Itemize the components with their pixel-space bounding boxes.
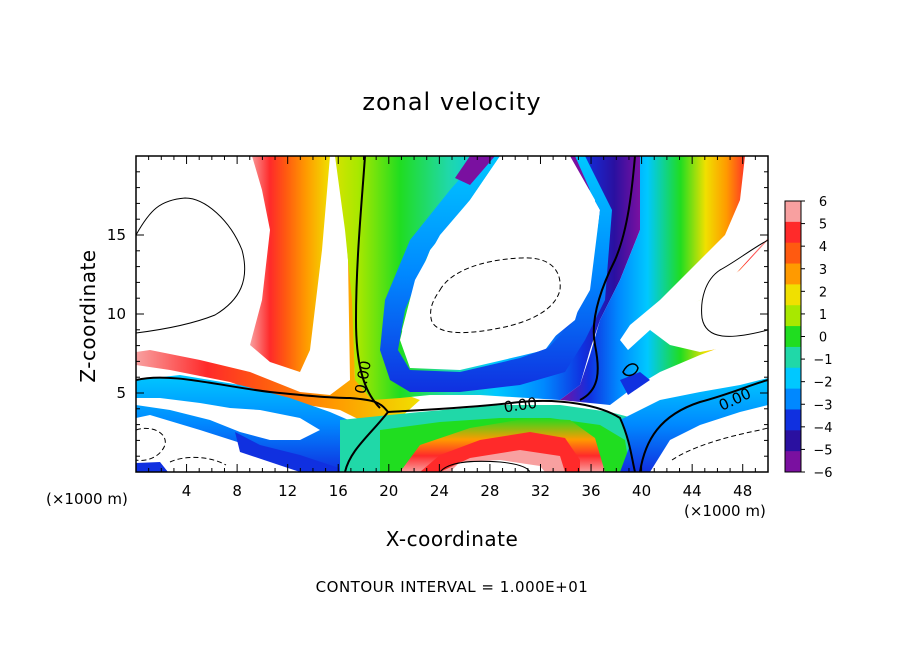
colorbar-swatch [785, 201, 801, 223]
contour-label: 0.00 [351, 359, 375, 395]
y-tick-label: 15 [107, 226, 126, 244]
y-tick-label: 5 [116, 384, 126, 402]
colorbar-label: −3 [813, 398, 832, 413]
colorbar-swatch [785, 409, 801, 431]
x-tick-label: 28 [480, 482, 499, 500]
colorbar-swatch [785, 242, 801, 265]
colorbar-swatch [785, 263, 801, 285]
colorbar-swatch [785, 326, 801, 348]
filled-contours [136, 156, 768, 472]
x-tick-label: 32 [531, 482, 550, 500]
colorbar-label: 4 [819, 240, 827, 255]
colorbar-label: 0 [819, 331, 827, 346]
x-tick-label: 20 [379, 482, 398, 500]
colorbar: 6 5 4 3 2 1 0 −1 −2 −3 −4 −5 −6 [784, 195, 833, 481]
y-axis-label: Z-coordinate [76, 249, 100, 383]
colorbar-label: 5 [819, 218, 827, 233]
colorbar-label: 6 [819, 195, 827, 210]
y-tick-label: 10 [107, 305, 126, 323]
x-tick-label: 40 [632, 482, 651, 500]
colorbar-swatch [785, 430, 801, 452]
contour-label: 0.00 [503, 394, 539, 416]
colorbar-label: −4 [813, 421, 832, 436]
colorbar-swatch [785, 451, 801, 473]
x-tick-label: 4 [182, 482, 192, 500]
colorbar-swatch [785, 305, 801, 327]
contour-interval-note: CONTOUR INTERVAL = 1.000E+01 [315, 578, 589, 596]
x-tick-label: 16 [329, 482, 348, 500]
x-tick-label: 24 [430, 482, 449, 500]
x-axis-label: X-coordinate [385, 527, 519, 551]
colorbar-label: −6 [813, 466, 832, 481]
x-tick-label: 44 [683, 482, 702, 500]
colorbar-label: 2 [819, 285, 827, 300]
colorbar-label: 3 [819, 263, 827, 278]
x-tick-label: 8 [232, 482, 242, 500]
x-tick-label: 12 [278, 482, 297, 500]
colorbar-label: −2 [813, 376, 832, 391]
chart-title: zonal velocity [362, 88, 542, 116]
colorbar-swatch [785, 346, 801, 369]
colorbar-swatch [785, 388, 801, 410]
colorbar-swatch [785, 367, 801, 390]
colorbar-label: −1 [813, 353, 832, 368]
colorbar-swatch [785, 221, 801, 244]
x-unit-label: (×1000 m) [684, 502, 766, 520]
colorbar-swatch [785, 284, 801, 306]
contour-lines [136, 156, 768, 472]
axis-ticks [136, 156, 768, 472]
x-tick-label: 48 [733, 482, 752, 500]
colorbar-label: 1 [819, 308, 827, 323]
y-unit-label: (×1000 m) [46, 490, 128, 508]
x-tick-label: 36 [581, 482, 600, 500]
colorbar-label: −5 [813, 443, 832, 458]
